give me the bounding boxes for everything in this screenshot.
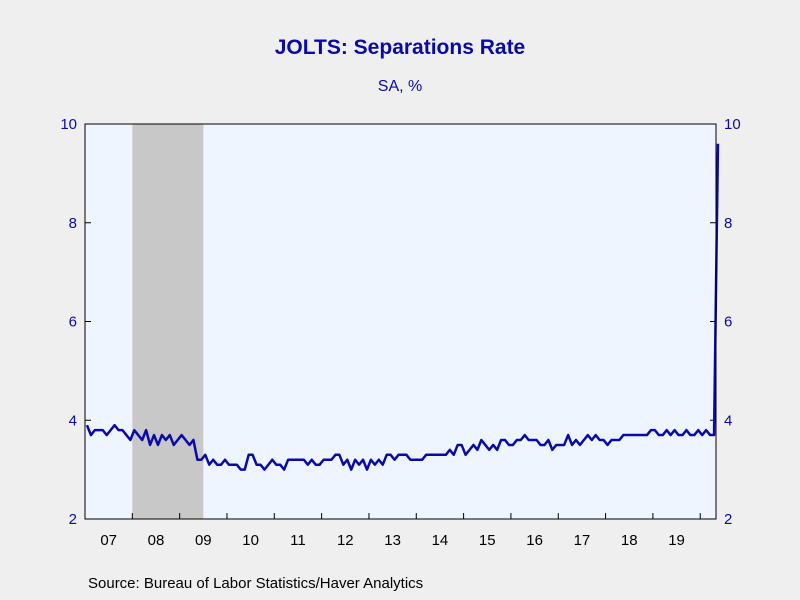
x-tick-label: 17 xyxy=(574,532,591,549)
y-tick-label-left: 2 xyxy=(69,511,77,528)
y-tick-label-left: 10 xyxy=(60,116,77,133)
x-tick-label: 12 xyxy=(337,532,354,549)
y-tick-label-right: 8 xyxy=(724,215,732,232)
y-tick-label-right: 6 xyxy=(724,314,732,331)
chart-title: JOLTS: Separations Rate xyxy=(274,36,526,59)
axis-ticks xyxy=(85,123,716,520)
x-tick-label: 15 xyxy=(479,532,496,549)
source-note: Source: Bureau of Labor Statistics/Haver… xyxy=(88,575,424,592)
y-tick-label-right: 4 xyxy=(724,412,732,429)
x-tick-label: 10 xyxy=(242,532,259,549)
y-tick-label-left: 4 xyxy=(69,412,77,429)
x-tick-label: 19 xyxy=(668,532,685,549)
x-tick-label: 18 xyxy=(621,532,638,549)
x-tick-label: 11 xyxy=(290,532,306,549)
series-line xyxy=(85,143,720,471)
y-tick-label-right: 2 xyxy=(724,511,732,528)
x-tick-label: 13 xyxy=(384,532,401,549)
x-tick-label: 08 xyxy=(148,532,165,549)
x-tick-label: 09 xyxy=(195,532,212,549)
y-tick-label-left: 8 xyxy=(69,215,77,232)
recession-shading xyxy=(132,124,204,519)
axis-labels: 2 2 4 4 6 6 8 8 10 10 07 08 09 10 11 12 13 14 15 16 17 18 19 xyxy=(60,116,740,549)
y-tick-label-left: 6 xyxy=(69,314,77,331)
x-tick-label: 14 xyxy=(432,532,449,549)
x-tick-label: 07 xyxy=(100,532,117,549)
y-tick-label-right: 10 xyxy=(724,116,741,133)
chart-subtitle: SA, % xyxy=(377,78,423,95)
plot-frame xyxy=(84,123,717,520)
x-tick-label: 16 xyxy=(526,532,543,549)
